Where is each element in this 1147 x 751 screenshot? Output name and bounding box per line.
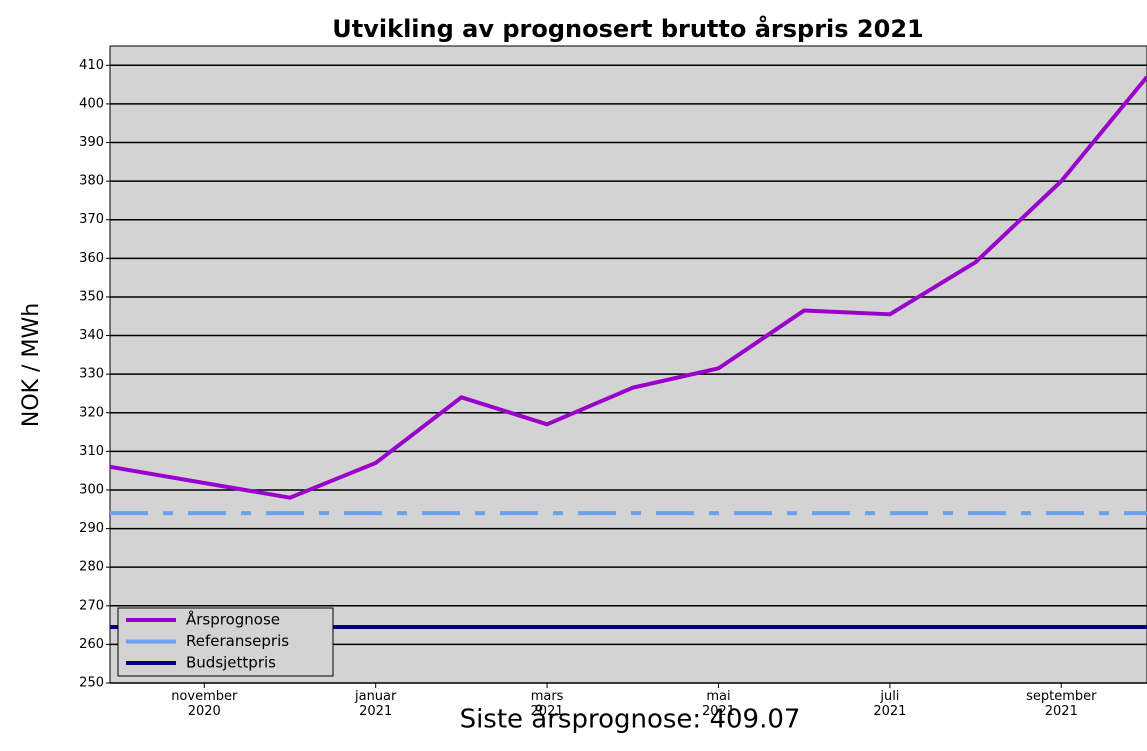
y-tick-label: 310: [79, 444, 104, 459]
x-tick-label-line: november: [171, 689, 238, 704]
y-tick-label: 340: [79, 328, 104, 343]
x-tick-label-line: 2021: [873, 704, 906, 719]
legend-label: Årsprognose: [186, 610, 280, 629]
legend-label: Referansepris: [186, 632, 289, 650]
x-tick-label: mai 2021: [702, 689, 735, 719]
x-tick-label: juli 2021: [873, 689, 906, 719]
x-tick-label: september 2021: [1026, 689, 1097, 719]
y-tick-label: 260: [79, 637, 104, 652]
y-tick-label: 360: [79, 251, 104, 266]
y-tick-label: 300: [79, 482, 104, 497]
y-tick-label: 250: [79, 676, 104, 691]
x-tick-label: mars 2021: [531, 689, 564, 719]
chart-title: Utvikling av prognosert brutto årspris 2…: [332, 14, 923, 43]
x-tick-label-line: juli: [879, 689, 899, 704]
x-tick-label-line: mai: [706, 689, 730, 704]
y-tick-label: 410: [79, 58, 104, 73]
y-tick-label: 350: [79, 289, 104, 304]
x-tick-label-line: 2021: [1045, 704, 1078, 719]
line: [109, 75, 1147, 500]
y-tick-label: 320: [79, 405, 104, 420]
plot-area: [110, 46, 1147, 683]
x-tick-label-line: september: [1026, 689, 1097, 704]
y-tick-label: 390: [79, 135, 104, 150]
y-tick-label: 270: [79, 598, 104, 613]
x-tick-label-line: 2020: [188, 704, 221, 719]
x-tick-label-line: 2021: [702, 704, 735, 719]
plot-border: [109, 45, 1147, 684]
y-tick-label: 290: [79, 521, 104, 536]
y-tick-label: 370: [79, 212, 104, 227]
x-tick-label-line: mars: [531, 689, 564, 704]
y-axis-label: NOK / MWh: [19, 303, 44, 427]
x-tick-label: januar 2021: [354, 689, 397, 719]
x-tick-label-line: 2021: [531, 704, 564, 719]
x-tick-label-line: 2021: [359, 704, 392, 719]
y-tick-label: 280: [79, 560, 104, 575]
y-tick-label: 330: [79, 367, 104, 382]
legend-label: Budsjettpris: [186, 654, 276, 672]
y-tick-label: 380: [79, 174, 104, 189]
y-tick-label: 400: [79, 96, 104, 111]
x-tick-label: november 2020: [171, 689, 238, 719]
annotation: Siste årsprognose: 409.07: [460, 704, 801, 735]
x-tick-label-line: januar: [354, 689, 397, 704]
